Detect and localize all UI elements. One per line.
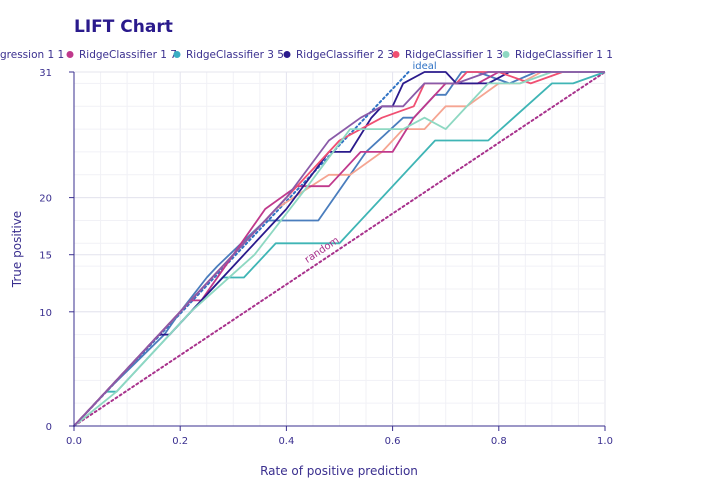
tick-labels: 0.0 0.2 0.4 0.6 0.8 1.0 0 10 15 20 31 <box>39 68 613 447</box>
x-tick-label: 0.4 <box>278 436 294 447</box>
legend-marker-icon <box>283 51 291 58</box>
y-tick-label: 10 <box>39 308 52 319</box>
y-tick-label: 20 <box>39 194 52 205</box>
series-line-8 <box>73 71 605 427</box>
legend-marker-icon <box>502 51 510 58</box>
x-tick-label: 0.6 <box>385 436 401 447</box>
legend-label: RidgeClassifier 1 7 <box>79 49 177 61</box>
x-tick-label: 1.0 <box>597 436 613 447</box>
chart-axes <box>69 71 606 431</box>
legend-label: RidgeClassifier 1 3 <box>405 49 503 61</box>
legend-item[interactable]: RidgeClassifier 1 3 <box>392 49 503 61</box>
x-tick-label: 0.2 <box>172 436 188 447</box>
ideal-line-label: ideal <box>413 61 437 72</box>
legend-item[interactable]: RidgeClassifier 3 5 <box>173 49 284 61</box>
legend-item[interactable]: RidgeClassifier 1 7 <box>66 49 177 61</box>
legend-marker-icon <box>173 51 181 58</box>
x-tick-label: 0.8 <box>491 436 507 447</box>
chart-title: LIFT Chart <box>74 17 173 37</box>
legend-label: RidgeClassifier 1 1 <box>515 49 613 61</box>
y-tick-label: 31 <box>39 68 52 79</box>
legend-item[interactable]: RidgeClassifier 1 1 <box>502 49 613 61</box>
random-line-label: random <box>303 235 341 266</box>
legend-marker-icon <box>66 51 74 58</box>
legend-item[interactable]: RidgeClassifier 2 3 <box>283 49 394 61</box>
legend-marker-icon <box>392 51 400 58</box>
x-tick-label: 0.0 <box>66 436 82 447</box>
legend-label: RidgeClassifier 2 3 <box>296 49 394 61</box>
x-axis-title: Rate of positive prediction <box>260 464 418 478</box>
series-lines <box>73 71 606 427</box>
legend-label: RidgeClassifier 3 5 <box>186 49 284 61</box>
y-tick-label: 15 <box>39 251 52 262</box>
chart-legend[interactable]: gression 1 1 RidgeClassifier 1 7 RidgeClas… <box>0 49 613 61</box>
series-line-7 <box>73 71 605 427</box>
reference-line-random <box>73 71 606 427</box>
y-axis-title: True positive <box>10 211 24 288</box>
series-line-4 <box>73 71 605 427</box>
y-tick-label: 0 <box>46 422 52 433</box>
legend-item-clipped[interactable]: gression 1 1 <box>0 49 64 61</box>
